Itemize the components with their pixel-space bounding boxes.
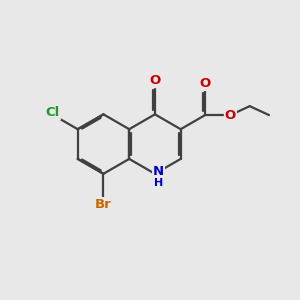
Text: O: O [225,109,236,122]
Text: Cl: Cl [46,106,60,119]
Text: N: N [153,166,164,178]
Text: O: O [200,77,211,90]
Text: Br: Br [95,198,112,211]
Text: H: H [154,178,163,188]
Text: O: O [149,74,161,87]
